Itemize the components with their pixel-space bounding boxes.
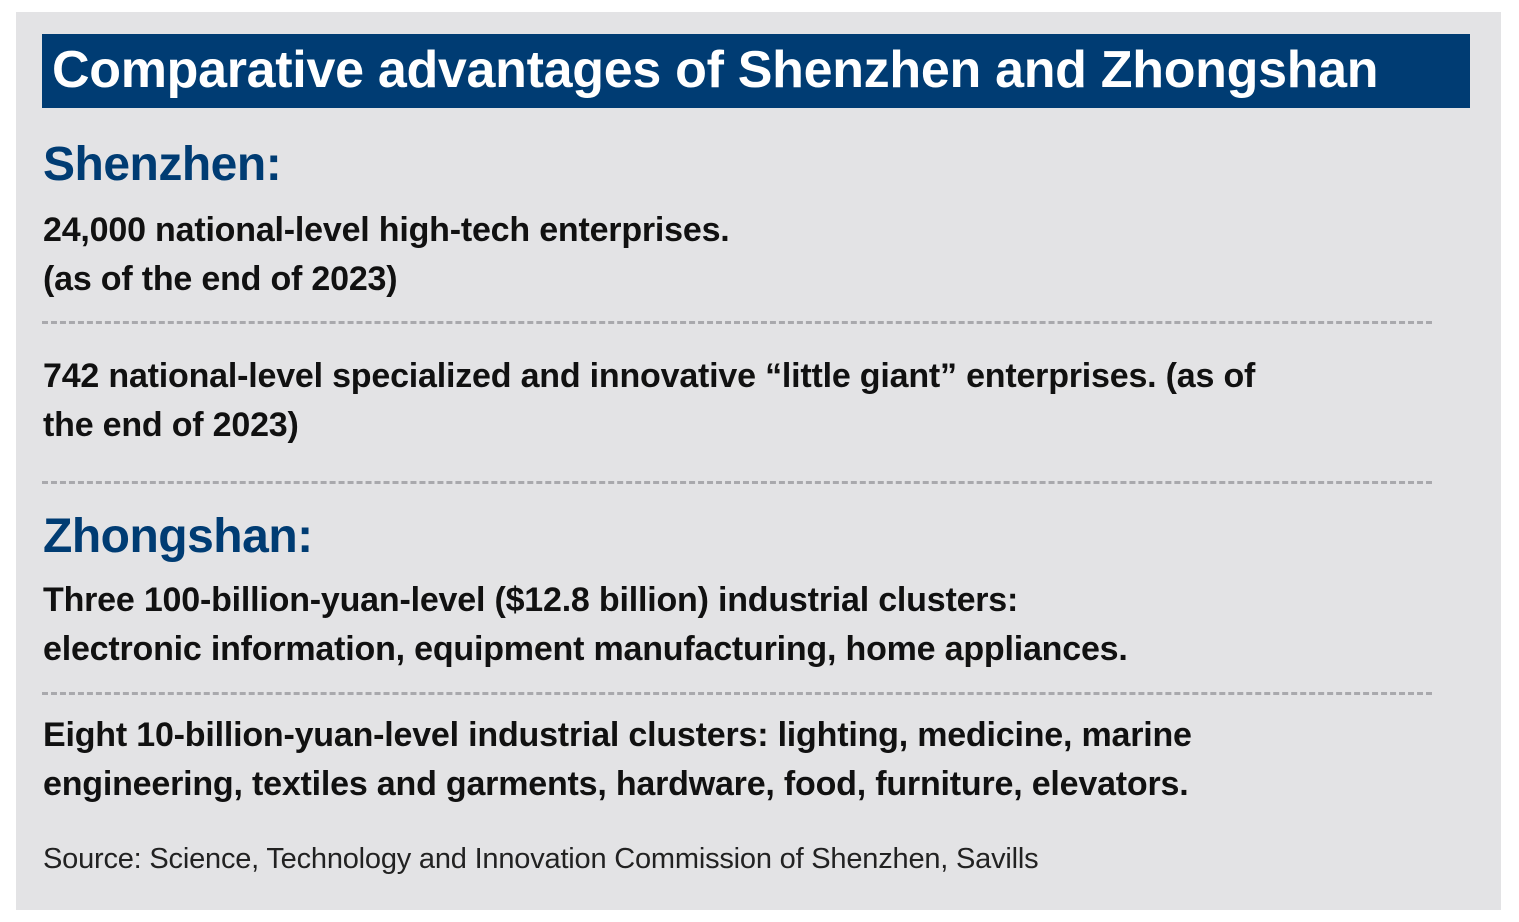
- zhongshan-item-10-billion-clusters: Eight 10-billion-yuan-level industrial c…: [43, 711, 1443, 809]
- page-title: Comparative advantages of Shenzhen and Z…: [52, 41, 1379, 99]
- item-line: Three 100-billion-yuan-level ($12.8 bill…: [43, 581, 1019, 619]
- item-line: (as of the end of 2023): [43, 260, 398, 298]
- divider: [42, 692, 1432, 695]
- item-line: the end of 2023): [43, 406, 299, 444]
- item-line: Eight 10-billion-yuan-level industrial c…: [43, 716, 1192, 754]
- item-line: electronic information, equipment manufa…: [43, 630, 1128, 668]
- source-note: Source: Science, Technology and Innovati…: [43, 843, 1039, 875]
- infographic-panel: [16, 12, 1501, 910]
- shenzhen-item-high-tech: 24,000 national-level high-tech enterpri…: [43, 206, 1443, 304]
- item-line: 742 national-level specialized and innov…: [43, 357, 1256, 395]
- shenzhen-item-little-giant: 742 national-level specialized and innov…: [43, 352, 1443, 450]
- divider: [42, 481, 1432, 484]
- section-heading-zhongshan: Zhongshan:: [43, 510, 313, 563]
- section-heading-shenzhen: Shenzhen:: [43, 138, 282, 191]
- item-line: 24,000 national-level high-tech enterpri…: [43, 211, 730, 249]
- zhongshan-item-100-billion-clusters: Three 100-billion-yuan-level ($12.8 bill…: [43, 576, 1443, 674]
- divider: [42, 321, 1432, 324]
- item-line: engineering, textiles and garments, hard…: [43, 765, 1189, 803]
- title-bar: [42, 34, 1470, 108]
